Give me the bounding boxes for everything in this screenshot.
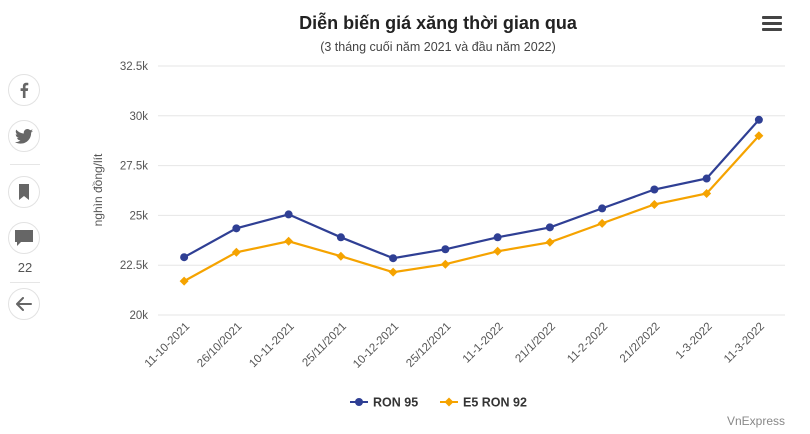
data-point[interactable] [597, 218, 607, 228]
hamburger-icon [762, 28, 782, 31]
share-divider [10, 282, 40, 283]
data-point[interactable] [545, 223, 554, 232]
data-point[interactable] [284, 210, 293, 219]
bookmark-icon [19, 184, 29, 200]
legend-item[interactable]: E5 RON 92 [440, 396, 527, 410]
data-point[interactable] [336, 233, 345, 242]
data-point[interactable] [232, 224, 241, 233]
data-point[interactable] [493, 246, 503, 256]
x-tick-label: 10-11-2021 [247, 321, 296, 370]
legend-label: RON 95 [373, 396, 418, 410]
x-tick-label: 25/11/2021 [300, 321, 349, 370]
x-axis-labels: 11-10-2021 26/10/2021 10-11-2021 25/11/2021… [143, 321, 767, 371]
legend-item[interactable]: RON 95 [350, 396, 418, 410]
data-point[interactable] [598, 204, 607, 213]
chart-menu-button[interactable] [762, 16, 784, 34]
hamburger-icon [762, 16, 782, 19]
y-tick-label: 32.5k [120, 61, 148, 73]
chart-subtitle: (3 tháng cuối năm 2021 và đầu năm 2022) [320, 40, 556, 54]
data-point[interactable] [179, 276, 189, 286]
y-tick-label: 30k [129, 111, 148, 123]
data-point[interactable] [545, 237, 555, 247]
data-point[interactable] [336, 251, 346, 261]
share-divider [10, 164, 40, 165]
x-tick-label: 11-3-2022 [722, 321, 767, 366]
data-point[interactable] [180, 253, 189, 262]
twitter-icon [15, 128, 33, 144]
x-tick-label: 21/2/2022 [618, 321, 663, 366]
x-tick-label: 11-10-2021 [143, 321, 192, 370]
y-axis-title: nghìn đồng/lít [91, 153, 105, 226]
legend-marker [355, 398, 363, 406]
y-tick-label: 20k [129, 310, 148, 322]
x-tick-label: 26/10/2021 [195, 321, 244, 370]
series-markers [179, 115, 764, 286]
bookmark-button[interactable] [8, 176, 40, 208]
data-point[interactable] [649, 199, 659, 209]
y-tick-label: 22.5k [120, 260, 148, 272]
data-point[interactable] [754, 115, 763, 124]
twitter-share-button[interactable] [8, 120, 40, 152]
data-point[interactable] [389, 254, 398, 263]
data-point[interactable] [231, 247, 241, 257]
series-line-1 [183, 134, 760, 283]
x-tick-label: 10-12-2021 [351, 321, 401, 371]
data-point[interactable] [441, 245, 450, 254]
data-point[interactable] [702, 174, 711, 183]
data-point[interactable] [440, 259, 450, 269]
comment-icon [15, 230, 33, 246]
comment-button[interactable] [8, 222, 40, 254]
data-point[interactable] [754, 131, 764, 141]
data-point[interactable] [388, 267, 398, 277]
legend-marker [444, 397, 454, 407]
x-tick-label: 1-3-2022 [674, 321, 715, 362]
hamburger-icon [762, 22, 782, 25]
y-axis-labels: 20k 22.5k 25k 27.5k 30k 32.5k [120, 61, 148, 322]
legend: RON 95 E5 RON 92 [350, 396, 527, 410]
x-tick-label: 25/12/2021 [404, 321, 453, 370]
x-tick-label: 11-2-2022 [565, 321, 610, 366]
x-tick-label: 21/1/2022 [513, 321, 558, 366]
x-tick-label: 11-1-2022 [461, 321, 506, 366]
chart-title: Diễn biến giá xăng thời gian qua [299, 12, 578, 33]
series-line-0 [183, 119, 760, 260]
data-point[interactable] [702, 188, 712, 198]
back-button[interactable] [8, 288, 40, 320]
legend-label: E5 RON 92 [463, 396, 527, 410]
grid [158, 65, 785, 316]
data-point[interactable] [650, 185, 659, 194]
data-point[interactable] [284, 236, 294, 246]
y-tick-label: 25k [129, 210, 148, 222]
data-point[interactable] [493, 233, 502, 242]
facebook-icon [20, 82, 29, 98]
comment-count: 22 [17, 260, 33, 275]
y-tick-label: 27.5k [120, 161, 148, 173]
credit-text: VnExpress [727, 414, 785, 428]
series-lines [183, 119, 760, 283]
arrow-left-icon [16, 297, 32, 311]
facebook-share-button[interactable] [8, 74, 40, 106]
